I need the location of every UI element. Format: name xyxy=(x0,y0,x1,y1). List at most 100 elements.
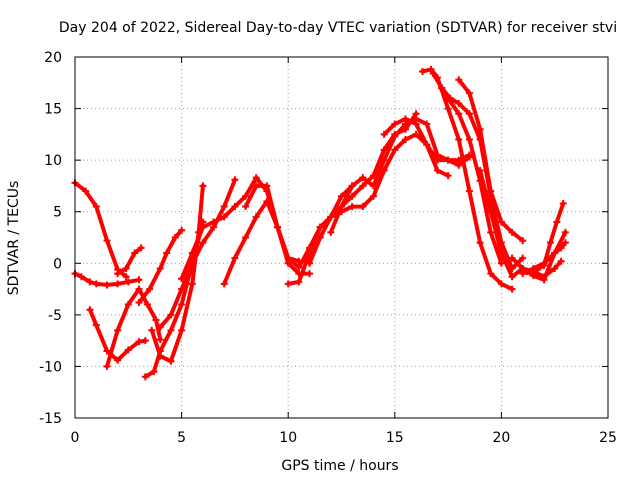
data-point xyxy=(167,326,175,334)
data-point xyxy=(327,213,335,221)
data-point xyxy=(551,249,559,257)
data-point xyxy=(465,187,473,195)
data-point xyxy=(252,213,260,221)
y-tick-label: -10 xyxy=(39,359,62,375)
ticks xyxy=(74,56,609,419)
data-point xyxy=(487,228,495,236)
data-point xyxy=(114,356,122,364)
data-point xyxy=(141,373,149,381)
data-point xyxy=(401,115,409,123)
data-point xyxy=(210,218,218,226)
data-point xyxy=(508,273,516,281)
data-point xyxy=(231,254,239,262)
data-point xyxy=(444,156,452,164)
data-point xyxy=(92,321,100,329)
data-point xyxy=(150,368,158,376)
data-point xyxy=(148,326,156,334)
data-point xyxy=(519,254,527,262)
y-tick-labels: -15 -10 -5 0 5 10 15 20 xyxy=(39,50,62,427)
data-point xyxy=(124,301,132,309)
data-point xyxy=(306,270,314,278)
x-axis-label: GPS time / hours xyxy=(281,458,398,474)
data-point xyxy=(156,264,164,272)
data-point xyxy=(82,187,90,195)
data-point xyxy=(419,67,427,75)
y-tick-label: 15 xyxy=(44,102,62,118)
data-point xyxy=(156,323,164,331)
data-point xyxy=(380,146,388,154)
data-point xyxy=(86,306,94,314)
data-point xyxy=(557,257,565,265)
data-point xyxy=(135,285,143,293)
data-point xyxy=(465,89,473,97)
data-point xyxy=(359,174,367,182)
data-point xyxy=(412,130,420,138)
data-point xyxy=(348,192,356,200)
data-point xyxy=(86,278,94,286)
data-point xyxy=(529,272,537,280)
data-point xyxy=(391,132,399,140)
data-point xyxy=(359,182,367,190)
data-point xyxy=(348,182,356,190)
data-point xyxy=(455,161,463,169)
data-point xyxy=(487,187,495,195)
data-point xyxy=(114,280,122,288)
data-point xyxy=(540,261,548,269)
data-point xyxy=(163,249,171,257)
data-point xyxy=(295,263,303,271)
data-point xyxy=(171,234,179,241)
data-point xyxy=(274,223,282,231)
data-point xyxy=(561,228,569,236)
data-point xyxy=(540,276,548,284)
series-arc-6 xyxy=(137,228,184,305)
data-point xyxy=(519,237,527,245)
data-point xyxy=(465,153,473,161)
data-point xyxy=(429,70,437,78)
data-point xyxy=(438,84,446,92)
data-point xyxy=(487,270,495,278)
data-point xyxy=(242,203,250,211)
data-point xyxy=(231,176,239,184)
data-point xyxy=(465,110,473,118)
data-point xyxy=(284,254,292,262)
data-point xyxy=(380,130,388,138)
data-point xyxy=(455,110,463,118)
data-point xyxy=(306,259,314,267)
data-point xyxy=(220,280,228,288)
data-point xyxy=(188,280,196,288)
data-point xyxy=(427,65,435,73)
data-point xyxy=(156,336,164,344)
y-tick-label: 0 xyxy=(53,256,62,272)
data-point xyxy=(534,265,542,273)
data-point xyxy=(103,281,111,289)
y-tick-label: 20 xyxy=(44,50,62,66)
data-point xyxy=(77,273,85,281)
data-point xyxy=(156,352,164,360)
data-point xyxy=(433,166,441,174)
data-point xyxy=(114,326,122,334)
data-point xyxy=(508,285,516,293)
data-point xyxy=(338,192,345,200)
data-point xyxy=(497,218,505,226)
data-point xyxy=(284,280,292,288)
data-point xyxy=(178,226,186,234)
data-point xyxy=(508,228,516,236)
data-point xyxy=(369,182,377,190)
data-point xyxy=(455,99,463,107)
y-tick-label: 10 xyxy=(44,153,62,169)
data-point xyxy=(455,136,463,144)
data-point xyxy=(199,239,207,247)
data-point xyxy=(103,347,111,355)
data-point xyxy=(401,136,409,144)
data-point xyxy=(199,223,207,231)
data-point xyxy=(487,208,495,216)
data-point xyxy=(122,273,130,281)
x-tick-label: 10 xyxy=(279,430,297,446)
data-point xyxy=(455,76,463,84)
data-point xyxy=(263,182,271,190)
y-tick-label: 5 xyxy=(53,205,62,221)
y-axis-label: SDTVAR / TECUs xyxy=(6,181,22,296)
data-point xyxy=(122,264,130,272)
data-point xyxy=(199,182,207,190)
data-series xyxy=(71,65,569,381)
